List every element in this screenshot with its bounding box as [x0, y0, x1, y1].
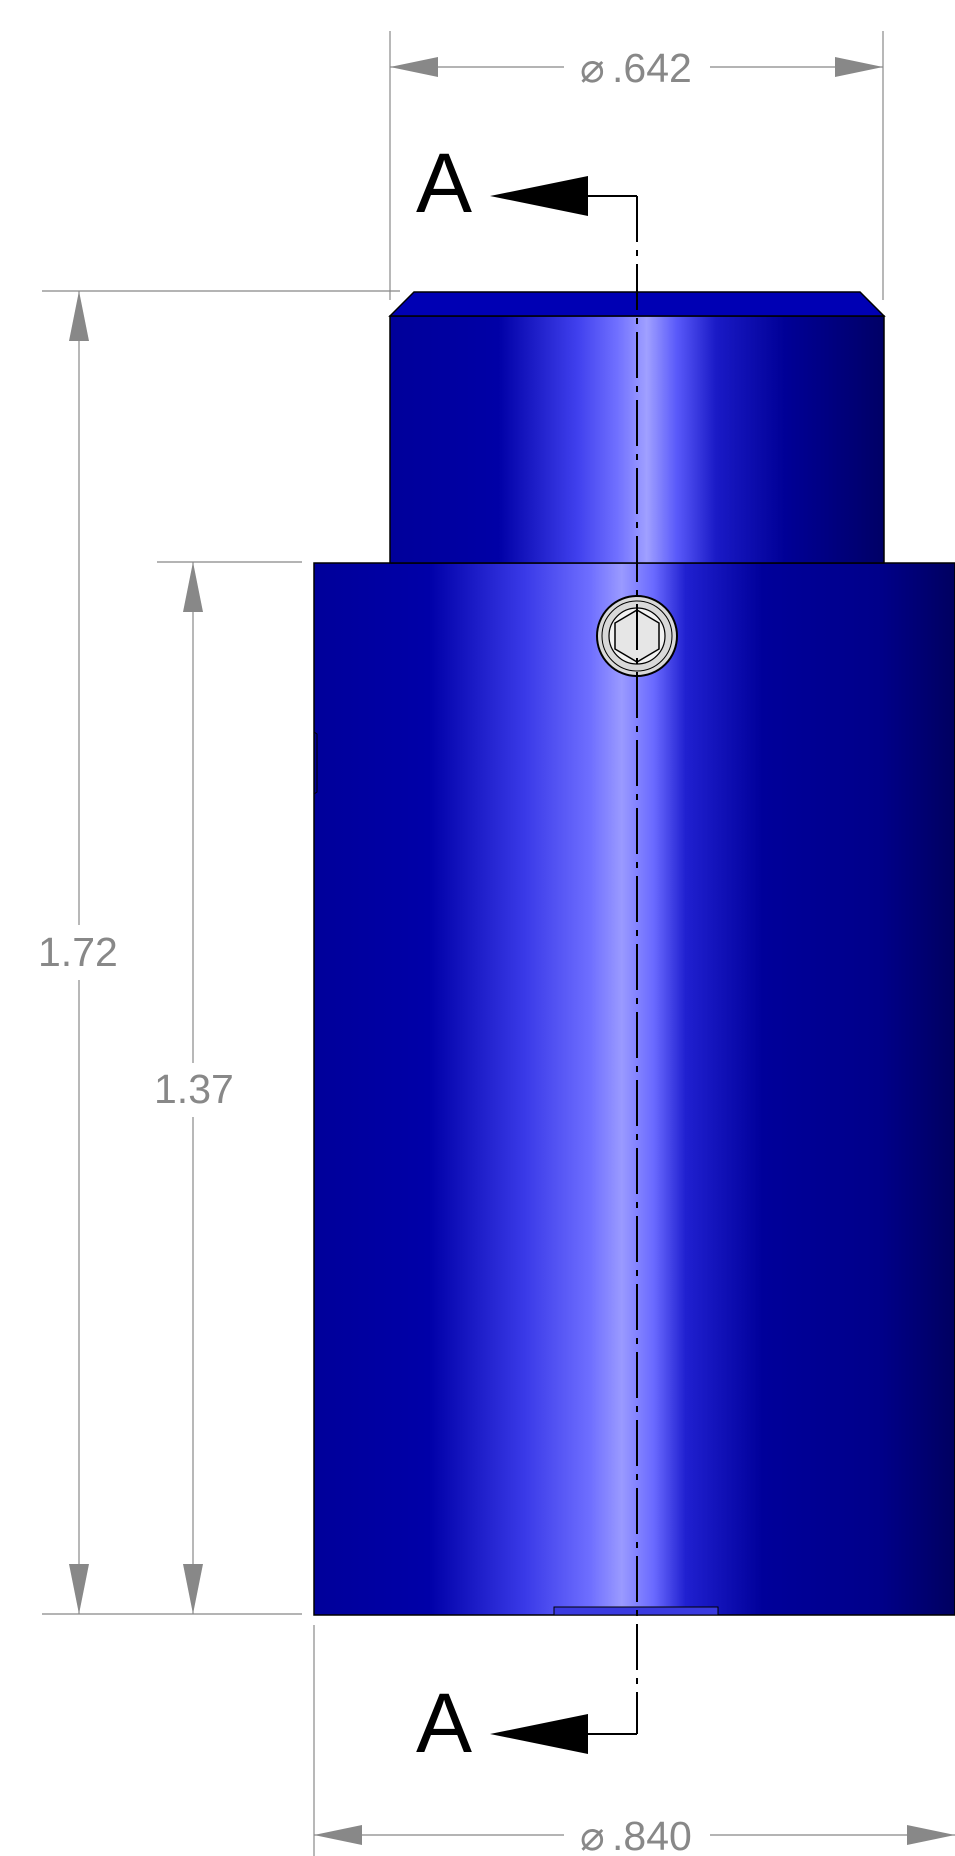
dimension-bottom-diameter: ⌀ .840 — [313, 1625, 955, 1856]
section-label-top: A — [416, 136, 472, 230]
top-diameter-value: .642 — [612, 45, 692, 91]
dimension-body-height: 1.37 — [154, 561, 302, 1614]
overall-height-value: 1.72 — [38, 929, 118, 975]
body-height-value: 1.37 — [154, 1066, 234, 1112]
dimension-top-diameter: ⌀ .642 — [389, 31, 884, 300]
section-top-arrow — [490, 176, 588, 216]
body-side-notch — [313, 731, 318, 795]
section-line: A A — [416, 136, 638, 1770]
section-label-bottom: A — [416, 1676, 472, 1770]
body-cylinder — [313, 562, 955, 1616]
dimension-overall-height: 1.72 — [38, 290, 400, 1615]
bottom-diameter-value: .840 — [612, 1813, 692, 1856]
top-diameter-symbol: ⌀ — [580, 45, 605, 91]
main-body — [313, 562, 955, 1616]
bottom-diameter-symbol: ⌀ — [580, 1813, 605, 1856]
section-bottom-arrow — [490, 1714, 588, 1754]
